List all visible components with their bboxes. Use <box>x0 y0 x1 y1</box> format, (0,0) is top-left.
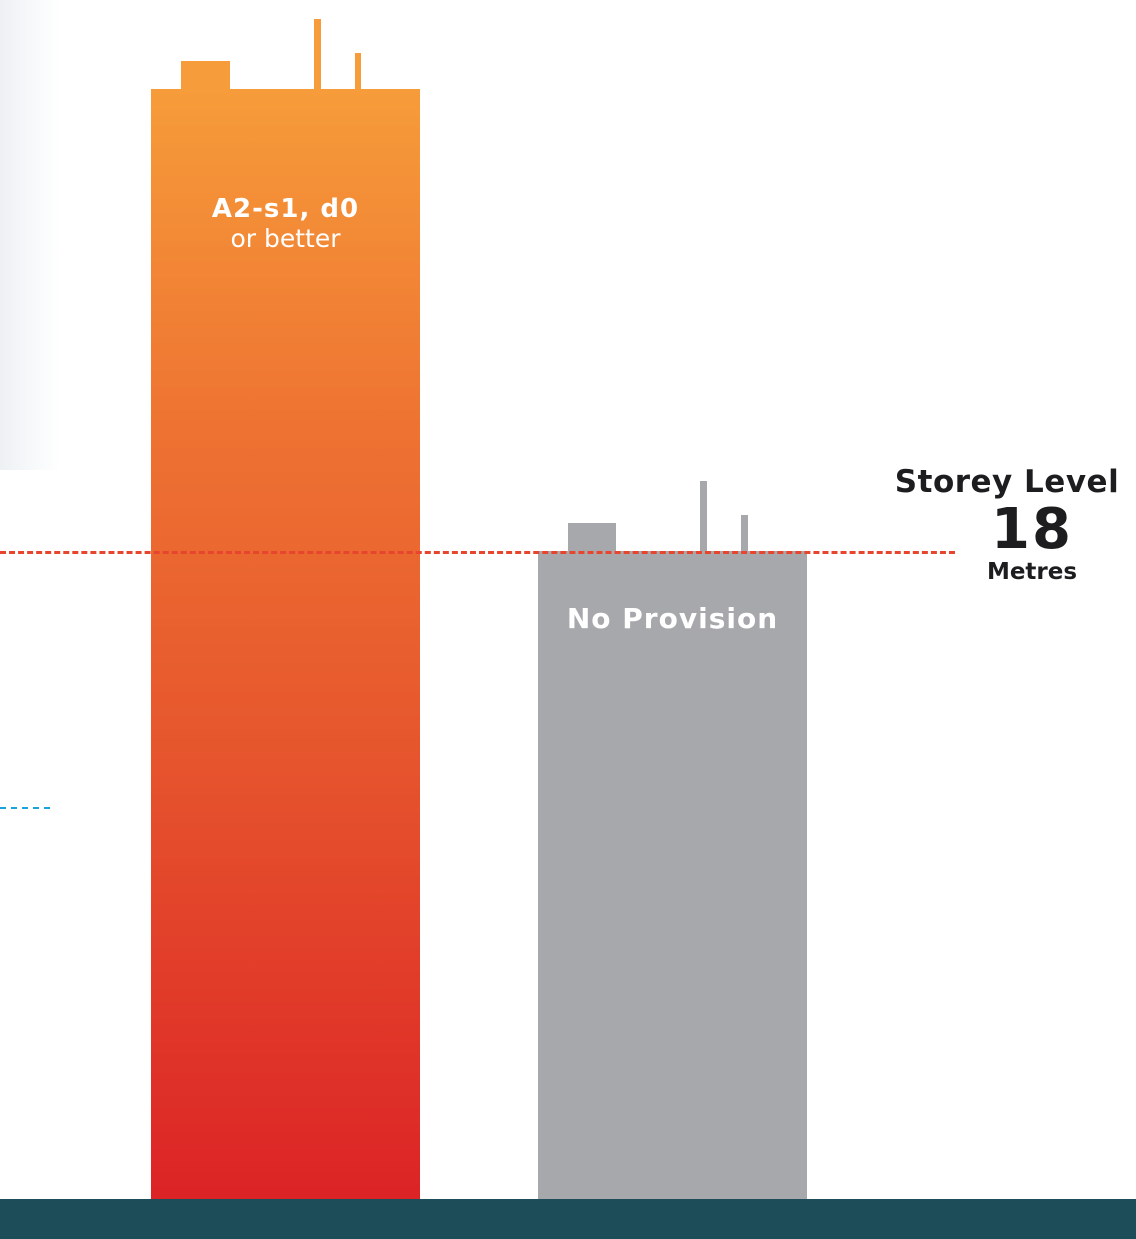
antenna <box>314 19 321 90</box>
roof-block <box>181 61 230 90</box>
storey-level-value: 18 <box>991 497 1073 562</box>
height-threshold-line <box>0 551 955 554</box>
secondary-threshold-line <box>0 807 50 809</box>
storey-level-unit: Metres <box>986 559 1078 585</box>
building-no-provision-label: No Provision <box>566 602 779 635</box>
antenna <box>355 53 361 90</box>
building-compliant-label: A2-s1, d0 or better <box>151 193 420 253</box>
classification-label: A2-s1, d0 <box>211 194 360 224</box>
antenna <box>700 481 707 552</box>
storey-level-title: Storey Level <box>894 464 1120 500</box>
storey-level-annotation: Storey Level 18 Metres <box>878 462 1136 586</box>
building-body <box>538 551 807 1200</box>
left-edge-shade <box>0 0 60 470</box>
roof-block <box>568 523 616 552</box>
antenna <box>741 515 748 552</box>
footer-band <box>0 1199 1136 1239</box>
building-body <box>151 89 420 1200</box>
classification-qualifier: or better <box>230 224 341 253</box>
